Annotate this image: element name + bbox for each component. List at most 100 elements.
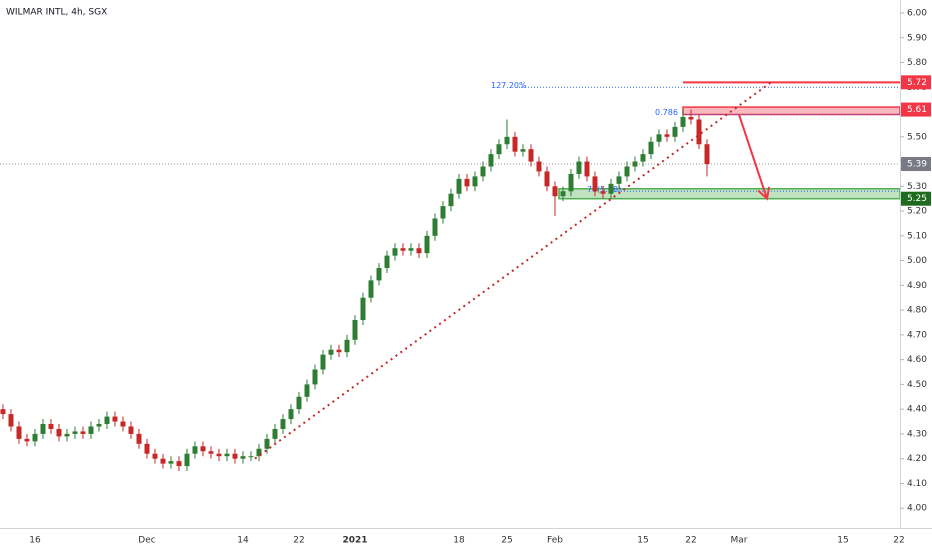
candle-body <box>496 144 502 155</box>
candle-body <box>608 183 614 194</box>
candle-body <box>616 176 622 184</box>
candle-body <box>392 248 398 256</box>
candle-body <box>384 255 390 269</box>
candle-body <box>304 384 310 397</box>
candle-body <box>536 161 542 172</box>
candle-body <box>400 248 406 251</box>
candle-body <box>8 414 14 427</box>
candle-body <box>72 431 78 434</box>
candle-body <box>360 297 366 321</box>
price-label: 5.25 <box>907 194 927 204</box>
candle-body <box>704 144 710 165</box>
zone <box>558 188 900 200</box>
candle-body <box>128 426 134 434</box>
y-tick-label: 4.60 <box>907 355 927 365</box>
trendline <box>254 81 772 460</box>
candle-body <box>480 166 486 177</box>
candle-body <box>160 458 166 464</box>
candle-body <box>88 426 94 434</box>
candle-body <box>40 424 46 434</box>
x-tick-label: 22 <box>893 536 904 546</box>
candle-body <box>120 421 126 427</box>
candle-body <box>408 248 414 251</box>
y-tick-label: 5.30 <box>907 182 927 192</box>
price-label: 5.39 <box>907 160 927 170</box>
candle-body <box>256 448 262 457</box>
candle-body <box>280 419 286 429</box>
x-tick-label: 14 <box>237 536 249 546</box>
y-tick-label: 4.90 <box>907 281 927 291</box>
y-tick-label: 4.00 <box>907 504 927 514</box>
candle-body <box>0 409 6 415</box>
candle-body <box>632 161 638 167</box>
candle-body <box>328 349 334 355</box>
candle-body <box>248 456 254 458</box>
candle-body <box>320 354 326 370</box>
y-tick-label: 5.10 <box>907 231 927 241</box>
y-tick-label: 4.80 <box>907 306 927 316</box>
candle-body <box>192 446 198 454</box>
x-tick-label: 22 <box>293 536 304 546</box>
candle-body <box>136 433 142 444</box>
candle-body <box>368 280 374 298</box>
candle-body <box>264 438 270 449</box>
candle-body <box>48 424 54 429</box>
x-tick-label: 22 <box>685 536 696 546</box>
candle-body <box>520 149 526 152</box>
y-tick-label: 4.50 <box>907 380 927 390</box>
x-tick-label: Dec <box>138 536 155 546</box>
candle-body <box>224 453 230 457</box>
y-tick-label: 4.40 <box>907 405 927 415</box>
candle-body <box>640 154 646 162</box>
candle-body <box>336 349 342 353</box>
fib-label: 0.786 <box>655 108 678 117</box>
candle-body <box>184 453 190 467</box>
y-tick-label: 5.20 <box>907 207 927 217</box>
candle-body <box>272 428 278 439</box>
candle-body <box>544 171 550 187</box>
candle-body <box>464 178 470 187</box>
candle-body <box>432 218 438 236</box>
y-tick-label: 4.10 <box>907 479 927 489</box>
y-tick-label: 5.50 <box>907 132 927 142</box>
candle-body <box>232 453 238 459</box>
candle-body <box>168 461 174 464</box>
price-label: 5.72 <box>907 78 927 88</box>
candle-body <box>56 428 62 437</box>
candle-body <box>512 136 518 152</box>
candle-body <box>600 191 606 194</box>
x-tick-label: 18 <box>453 536 465 546</box>
candle-body <box>216 453 222 457</box>
candle-body <box>144 443 150 454</box>
arrow-shaft <box>738 114 768 200</box>
chart-title: WILMAR INTL, 4h, SGX <box>6 8 107 18</box>
candle-body <box>568 173 574 192</box>
price-label-box <box>901 157 931 172</box>
x-tick-label: 16 <box>29 536 41 546</box>
candle-body <box>32 433 38 442</box>
fib-label: 76(5.28) <box>587 185 621 194</box>
price-label-box <box>901 191 931 206</box>
candle-body <box>576 161 582 174</box>
candle-body <box>528 149 534 162</box>
candle-body <box>680 116 686 127</box>
candle-body <box>440 206 446 219</box>
price-label-box <box>901 75 931 90</box>
candle-body <box>104 416 110 425</box>
candle-body <box>352 320 358 340</box>
candle-body <box>448 193 454 207</box>
candle-body <box>624 166 630 177</box>
zone <box>682 106 900 116</box>
y-tick-label: 6.00 <box>907 8 927 18</box>
candle-body <box>664 134 670 137</box>
y-tick-label: 4.30 <box>907 429 927 439</box>
candle-body <box>456 178 462 194</box>
candle-body <box>112 416 118 422</box>
candle-body <box>208 451 214 454</box>
candle-body <box>504 136 510 145</box>
x-tick-label: 15 <box>637 536 648 546</box>
candle-body <box>200 446 206 452</box>
y-tick-label: 5.00 <box>907 256 927 266</box>
candle-body <box>648 141 654 155</box>
